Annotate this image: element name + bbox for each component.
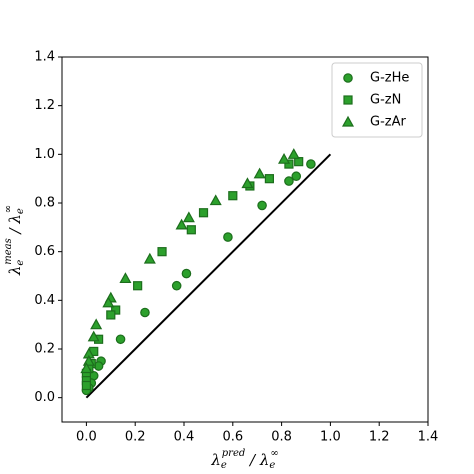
y-label-part: meas [3,238,14,265]
y-tick-label: 1.2 [34,98,55,113]
legend-label: G-zAr [370,115,406,130]
point [182,211,195,223]
point [80,362,93,374]
x-tick-label: 1.0 [320,430,341,445]
legend-marker [341,115,355,127]
point [81,380,92,391]
y-tick-label: 1.0 [34,147,55,162]
x-tick-label: 1.2 [369,430,390,445]
point [228,191,238,201]
point [171,280,182,291]
legend-marker [343,95,353,105]
x-axis-label: λepred / λe∞ [210,448,278,471]
y-tick-label: 0.0 [34,390,55,405]
x-tick-label: 0.4 [174,430,195,445]
y-tick-label: 1.4 [34,50,55,65]
point [209,194,222,206]
point [253,167,266,179]
y-tick-label: 0.8 [34,196,55,211]
y-label-part: λ [6,266,24,277]
legend-box [331,62,423,138]
x-label-part: λ [210,451,221,469]
x-label-part: / λ [245,451,269,469]
y-tick-label: 0.6 [34,244,55,259]
point [133,281,143,291]
x-tick-label: 0.0 [76,430,97,445]
point [90,318,103,330]
plot-frame [61,56,429,423]
x-label-part: pred [222,448,246,459]
point [257,200,267,211]
point [198,208,209,218]
point [186,225,196,235]
point [241,177,254,189]
y-tick-label: 0.2 [34,342,55,357]
x-tick-label: 0.6 [222,430,243,445]
x-tick-label: 0.8 [271,430,292,445]
y-label-part: e [15,260,26,266]
x-tick-label: 1.4 [418,430,439,445]
legend-label: G-zN [370,93,401,108]
point [284,159,294,169]
point [157,247,167,257]
y-label-part: e [15,208,26,214]
point [102,296,115,308]
point [223,232,233,242]
y-label-part: ∞ [3,205,14,213]
x-tick-label: 0.2 [125,430,146,445]
point [264,174,274,184]
point [115,334,126,345]
y-axis-label: λemeas / λe∞ [3,205,26,276]
x-label-part: e [269,460,275,471]
y-tick-label: 0.4 [34,293,55,308]
point [87,330,100,342]
point [291,171,302,182]
point [106,310,116,320]
point [284,176,294,186]
point [306,159,316,169]
point [111,305,121,315]
legend-marker [343,73,353,83]
point [119,272,132,284]
reference-line [85,153,332,399]
point [143,252,156,264]
legend-label: G-zHe [370,71,409,86]
point [175,218,188,230]
point [140,307,150,318]
x-label-part: e [221,460,227,471]
point [181,268,192,279]
point [278,152,291,164]
y-label-part: / λ [6,214,24,238]
x-label-part: ∞ [270,448,278,459]
point [287,148,300,159]
